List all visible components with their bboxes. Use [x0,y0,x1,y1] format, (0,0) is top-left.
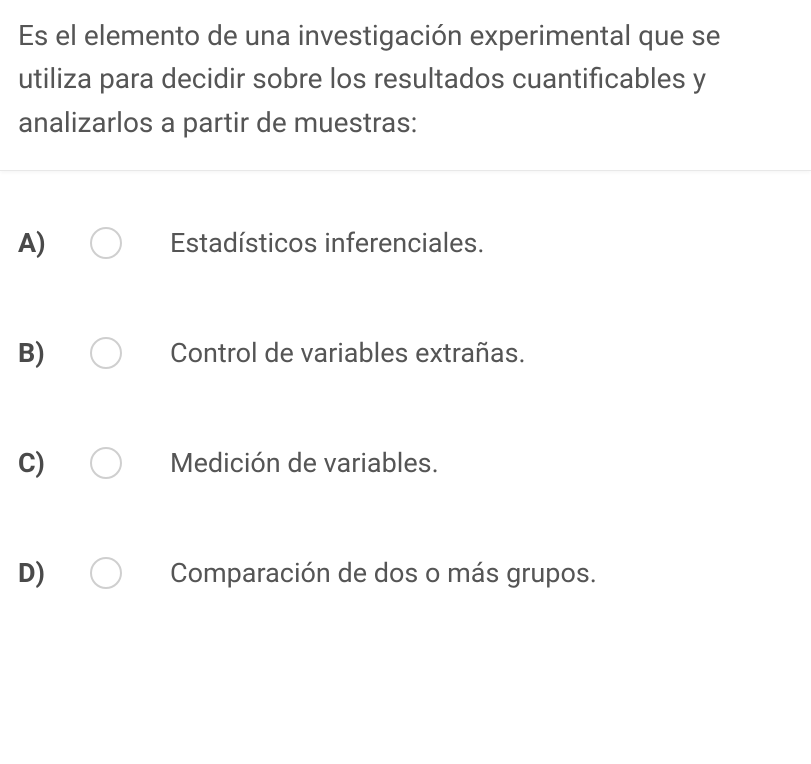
question-block: Es el elemento de una investigación expe… [0,0,811,171]
options-block: A) Estadísticos inferenciales. B) Contro… [0,171,811,589]
radio-icon[interactable] [90,447,122,479]
radio-icon[interactable] [90,337,122,369]
option-letter: D) [18,557,90,589]
radio-icon[interactable] [90,227,122,259]
option-text: Estadísticos inferenciales. [170,227,485,259]
radio-icon[interactable] [90,557,122,589]
option-row-a[interactable]: A) Estadísticos inferenciales. [18,227,793,259]
option-row-d[interactable]: D) Comparación de dos o más grupos. [18,557,793,589]
option-letter: B) [18,337,90,369]
option-row-c[interactable]: C) Medición de variables. [18,447,793,479]
option-letter: A) [18,227,90,259]
option-row-b[interactable]: B) Control de variables extrañas. [18,337,793,369]
option-text: Comparación de dos o más grupos. [170,557,597,589]
option-letter: C) [18,447,90,479]
option-text: Medición de variables. [170,447,439,479]
question-text: Es el elemento de una investigación expe… [18,14,793,144]
option-text: Control de variables extrañas. [170,337,526,369]
